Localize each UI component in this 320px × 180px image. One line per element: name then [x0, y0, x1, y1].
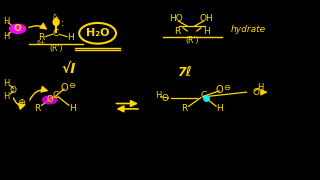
Text: O: O [252, 88, 260, 97]
Text: O: O [14, 24, 21, 33]
Text: O: O [161, 94, 168, 103]
Text: δ-: δ- [52, 14, 60, 20]
Text: δ+: δ+ [37, 40, 46, 45]
Text: ⊖: ⊖ [224, 83, 231, 92]
Text: O: O [215, 85, 223, 95]
Text: R: R [34, 103, 40, 112]
Text: 7ℓ: 7ℓ [177, 66, 191, 79]
Text: O: O [9, 86, 16, 94]
Text: H: H [3, 31, 10, 40]
Text: R: R [38, 33, 45, 42]
Text: (R'): (R') [185, 36, 199, 45]
Text: C: C [53, 29, 59, 38]
Text: O: O [46, 95, 53, 104]
Text: R: R [174, 27, 181, 36]
Text: HO: HO [169, 14, 183, 23]
Text: √I: √I [62, 62, 76, 76]
Text: OH: OH [200, 14, 213, 23]
Text: H: H [155, 91, 162, 100]
Text: H: H [3, 17, 10, 26]
Text: H: H [3, 79, 10, 88]
Text: H: H [258, 83, 264, 92]
Text: :: : [61, 17, 64, 28]
Text: hydrate: hydrate [230, 25, 266, 34]
Text: ⊖: ⊖ [68, 81, 76, 90]
Text: H: H [203, 27, 210, 36]
Text: H: H [68, 103, 76, 112]
Text: ⊕: ⊕ [17, 98, 25, 108]
Text: H₂O: H₂O [86, 28, 109, 38]
Circle shape [10, 24, 26, 33]
Text: C: C [200, 91, 206, 100]
Text: H: H [3, 92, 10, 101]
Text: C: C [53, 91, 59, 100]
Circle shape [43, 96, 57, 104]
Text: R: R [181, 104, 187, 113]
Text: H: H [216, 104, 223, 113]
Text: (R'): (R') [49, 44, 63, 53]
Text: O: O [60, 83, 68, 93]
Text: O: O [52, 17, 60, 28]
Text: H: H [67, 33, 74, 42]
